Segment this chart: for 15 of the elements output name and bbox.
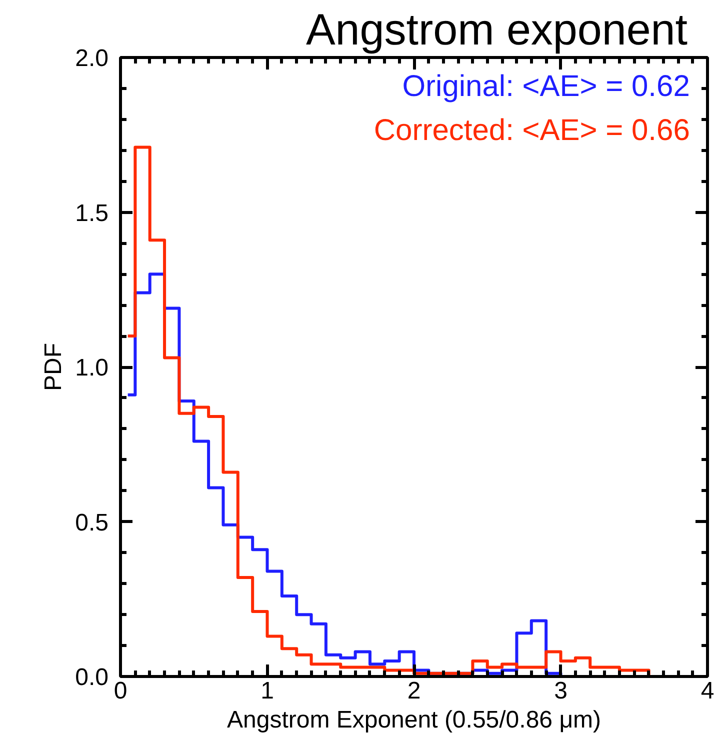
text: Original: <AE> = 0.62 — [402, 70, 690, 103]
x-axis-title: Angstrom Exponent (0.55/0.86 μm) — [226, 706, 602, 734]
y-axis-title: PDF — [40, 343, 68, 391]
y-tick-label: 0.0 — [75, 664, 109, 691]
x-tick-label: 0 — [114, 678, 128, 704]
text: Corrected: <AE> = 0.66 — [374, 114, 690, 147]
x-tick-label: 4 — [700, 678, 714, 704]
x-tick-label: 3 — [554, 678, 568, 704]
y-tick-label: 1.0 — [75, 354, 109, 382]
y-tick-label: 2.0 — [75, 45, 109, 72]
x-tick-label: 1 — [260, 678, 274, 704]
y-tick-label: 0.5 — [75, 509, 109, 536]
x-tick-label: 2 — [407, 678, 421, 704]
chart-title: Angstrom exponent — [306, 6, 688, 54]
y-tick-label: 1.5 — [75, 200, 109, 227]
